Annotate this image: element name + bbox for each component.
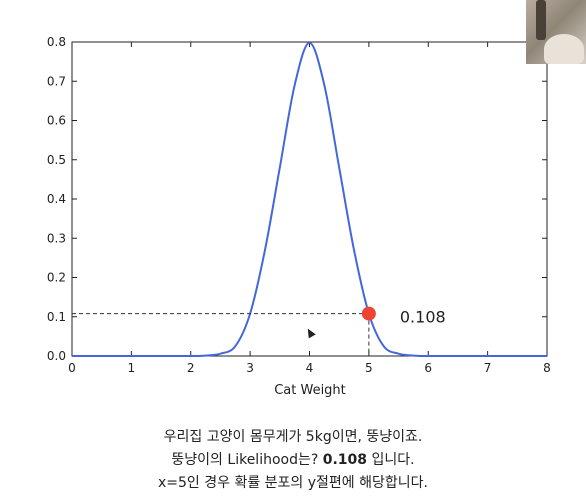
likelihood-chart: 0 1 2 3 4 5 6 7 8 0.0 0.1 0.2 0.3 0.4 0.5 0.6 0.7 0.8 0.1… xyxy=(47,35,551,398)
slide-caption: 우리집 고양이 몸무게가 5kg이면, 뚱냥이죠. 뚱냥이의 Likelihoo… xyxy=(0,426,586,495)
y-tick-label: 0.5 xyxy=(47,153,66,167)
caption-line-2: 뚱냥이의 Likelihood는? 0.108 입니다. xyxy=(0,449,586,472)
x-tick-label: 7 xyxy=(484,361,492,375)
x-tick-label: 1 xyxy=(128,361,136,375)
y-tick-label: 0.8 xyxy=(47,35,66,49)
highlight-point xyxy=(361,306,376,321)
vase-image xyxy=(544,34,584,64)
y-tick-label: 0.3 xyxy=(47,231,66,245)
caption-line-3: x=5인 경우 확률 분포의 y절편에 해당합니다. xyxy=(158,475,428,491)
x-tick-label: 4 xyxy=(306,361,314,375)
y-tick-label: 0.6 xyxy=(47,114,66,128)
x-tick-label: 6 xyxy=(424,361,432,375)
y-tick-label: 0.0 xyxy=(47,349,66,363)
x-tick-label: 8 xyxy=(543,361,551,375)
x-axis-label: Cat Weight xyxy=(274,383,346,398)
plant-image xyxy=(536,0,546,40)
x-tick-label: 5 xyxy=(365,361,373,375)
caption-line-1: 우리집 고양이 몸무게가 5kg이면, 뚱냥이죠. xyxy=(163,429,423,445)
x-tick-label: 0 xyxy=(68,361,76,375)
caption-line-2-prefix: 뚱냥이의 Likelihood는? xyxy=(171,452,323,468)
y-tick-label: 0.7 xyxy=(47,74,66,88)
x-tick-label: 2 xyxy=(187,361,195,375)
x-tick-label: 3 xyxy=(246,361,254,375)
likelihood-curve xyxy=(72,41,547,358)
webcam-overlay xyxy=(526,0,586,64)
caption-line-2-suffix: 입니다. xyxy=(367,452,415,468)
likelihood-value: 0.108 xyxy=(322,452,368,468)
highlight-point-label: 0.108 xyxy=(400,308,446,327)
y-tick-label: 0.2 xyxy=(47,271,66,285)
y-tick-label: 0.1 xyxy=(47,310,66,324)
y-tick-label: 0.4 xyxy=(47,192,66,206)
plot-frame xyxy=(71,41,548,357)
